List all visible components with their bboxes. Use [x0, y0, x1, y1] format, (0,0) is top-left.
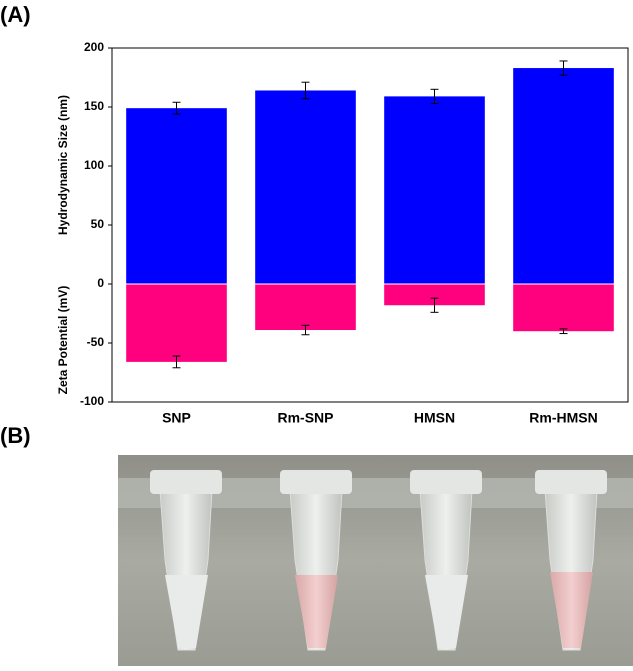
bar: [255, 90, 356, 284]
error-bar: [430, 88, 439, 104]
bar: [513, 284, 614, 332]
y-tick-label: 150: [84, 99, 104, 113]
error-bar: [172, 355, 181, 369]
bar: [255, 284, 356, 331]
bar: [126, 284, 227, 362]
bar: [384, 284, 485, 306]
error-bar: [172, 101, 181, 115]
y-tick-label: -50: [87, 335, 105, 349]
bar: [513, 68, 614, 284]
y-axis-label: Zeta Potential (mV): [56, 286, 70, 395]
panel-label: (A): [0, 2, 31, 27]
photo: [118, 455, 633, 666]
error-bar: [559, 328, 568, 335]
bar: [384, 96, 485, 284]
error-bar: [559, 60, 568, 76]
plot-frame: [111, 47, 629, 403]
x-tick-label: HMSN: [414, 410, 455, 426]
bar: [126, 108, 227, 285]
y-tick-label: -100: [80, 394, 104, 408]
y-tick-label: 200: [84, 40, 104, 54]
x-tick-label: Rm-SNP: [277, 410, 333, 426]
error-bar: [301, 324, 310, 336]
y-tick-label: 50: [91, 217, 105, 231]
y-axis-label: Hydrodynamic Size (nm): [56, 95, 70, 235]
x-tick-label: Rm-HMSN: [529, 410, 597, 426]
plot: -100 -50 0 50 100 150 200 SNP Rm-SNP HMSN Rm-HMSN: [80, 40, 628, 426]
y-tick-label: 100: [84, 158, 104, 172]
panel-label: (B): [0, 423, 31, 448]
error-bar: [430, 297, 439, 313]
error-bar: [301, 81, 310, 100]
y-tick-label: 0: [97, 276, 104, 290]
x-tick-label: SNP: [162, 410, 191, 426]
